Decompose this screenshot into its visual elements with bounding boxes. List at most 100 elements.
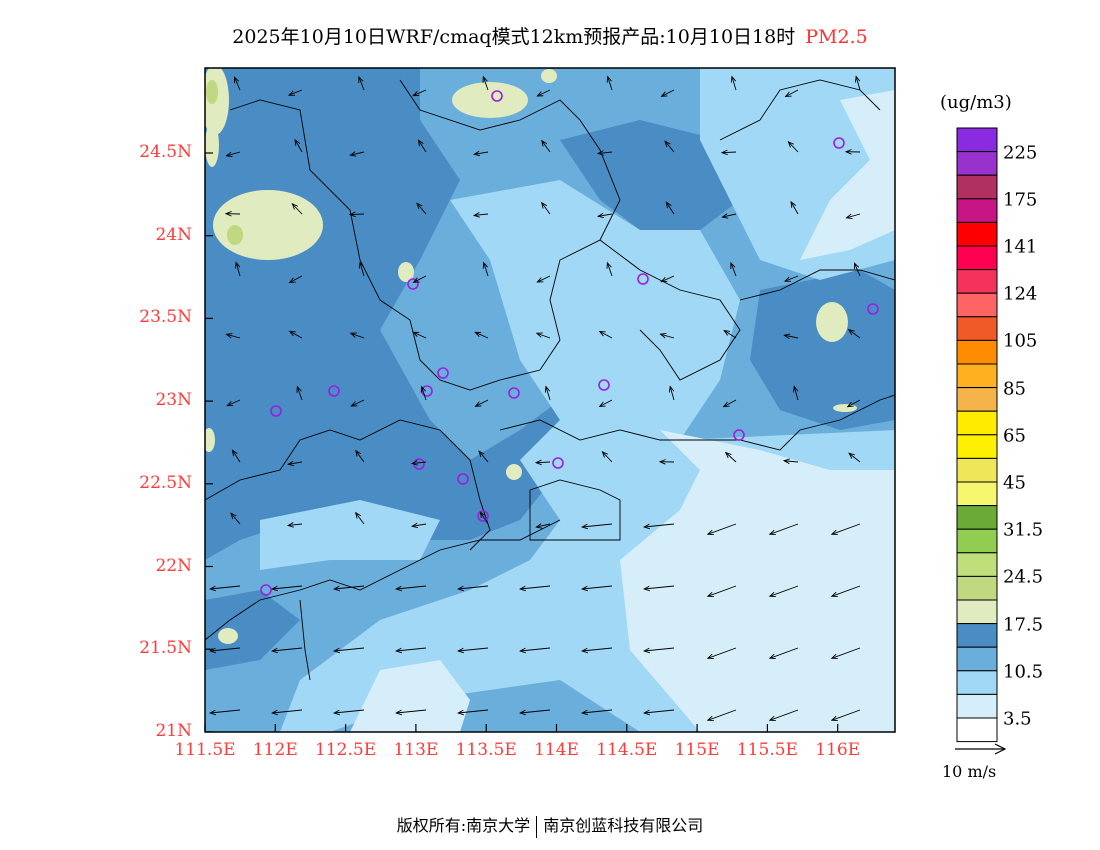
wind-arrow (854, 262, 861, 277)
station-marker (328, 385, 340, 397)
wind-arrow (457, 585, 489, 592)
wind-arrow (457, 647, 489, 654)
wind-arrow (730, 261, 737, 277)
wind-arrow (349, 151, 365, 157)
wind-arrow (209, 585, 241, 592)
pollutant-label: PM2.5 (805, 26, 868, 48)
wind-arrow (420, 385, 427, 401)
station-marker (552, 457, 564, 469)
wind-arrow (225, 333, 241, 339)
wind-arrow (287, 460, 303, 467)
wind-arrow (350, 399, 365, 407)
wind-arrow (231, 449, 241, 463)
station-marker (733, 429, 745, 441)
legend-label: 31.5 (1003, 519, 1044, 541)
wind-arrow (845, 213, 861, 219)
lat-tick-label: 21.5N (139, 638, 192, 659)
wind-arrow (660, 89, 675, 97)
wind-arrow (720, 149, 737, 156)
lat-tick-label: 24.5N (139, 142, 192, 162)
wind-arrow (286, 522, 303, 528)
legend-swatch (956, 410, 998, 436)
wind-arrow (724, 451, 737, 463)
wind-arrow (581, 523, 613, 530)
wind-arrow (643, 523, 675, 530)
wind-arrow (225, 151, 241, 158)
wind-arrow (230, 512, 241, 525)
legend-swatch (956, 434, 998, 459)
concentration-field (205, 68, 895, 732)
wind-arrow (793, 385, 799, 401)
lat-tick-label: 22N (155, 555, 192, 576)
lon-tick-label: 112E (252, 740, 298, 760)
wind-arrow (519, 585, 551, 592)
wind-arrow (333, 585, 365, 592)
lat-tick-label: 22.5N (139, 472, 192, 493)
wind-arrow (358, 261, 365, 277)
wind-arrow (601, 450, 613, 463)
legend-label: 105 (1003, 330, 1038, 352)
station-marker (598, 379, 610, 391)
wind-arrow (783, 333, 799, 339)
wind-arrow (412, 275, 427, 283)
legend-label: 10.5 (1003, 661, 1044, 683)
wind-arrow (410, 460, 427, 466)
legend-label: 45 (1003, 472, 1026, 494)
legend-swatch (956, 127, 998, 153)
legend-label: 175 (1003, 189, 1038, 211)
legend-swatch (956, 575, 998, 601)
wind-arrow (848, 452, 861, 463)
legend-swatch (956, 505, 998, 530)
wind-arrow (233, 76, 241, 91)
wind-arrow (660, 275, 675, 283)
wind-arrow (358, 75, 365, 91)
wind-arrow (643, 585, 675, 592)
legend-swatch (956, 151, 998, 176)
legend-swatch (956, 198, 998, 223)
legend-label: 225 (1003, 142, 1038, 164)
wind-arrow (541, 139, 551, 153)
wind-arrow (790, 200, 799, 215)
lon-tick-label: 115.5E (736, 740, 798, 760)
wind-arrow (768, 709, 799, 722)
wind-arrow (784, 89, 799, 98)
wind-arrow (668, 385, 675, 401)
wind-arrow (412, 89, 427, 97)
wind-arrow (457, 709, 489, 716)
wind-arrow (768, 585, 799, 598)
legend-swatch (956, 316, 998, 341)
station-marker (407, 278, 419, 290)
station-marker (260, 584, 272, 596)
wind-arrow (209, 709, 241, 716)
wind-arrow (768, 523, 799, 536)
lon-tick-label: 115E (674, 740, 720, 760)
wind-vectors (209, 75, 861, 722)
wind-arrow (412, 331, 427, 339)
wind-arrow (598, 399, 613, 408)
wind-arrow (706, 709, 737, 722)
legend-label: 141 (1003, 236, 1038, 258)
station-marker (637, 273, 649, 285)
wind-arrow (722, 399, 737, 408)
legend-swatch (956, 717, 998, 743)
wind-arrow (536, 275, 551, 283)
legend-swatch (956, 646, 998, 672)
footer-separator (536, 815, 538, 838)
wind-arrow (596, 150, 613, 156)
lat-tick-label: 23N (155, 390, 192, 411)
lon-tick-label: 112.5E (315, 740, 377, 760)
legend-swatch (956, 221, 998, 247)
wind-arrow (597, 212, 613, 219)
wind-arrow (659, 333, 675, 339)
wind-arrow (643, 647, 675, 654)
station-marker (477, 510, 489, 522)
legend-swatch (956, 481, 998, 507)
wind-arrow (534, 459, 551, 466)
wind-arrow (411, 522, 427, 529)
wind-arrow (846, 399, 861, 408)
wind-arrow (209, 647, 241, 654)
map-frame (204, 67, 896, 733)
wind-arrow (768, 647, 799, 660)
wind-arrow (830, 585, 861, 598)
